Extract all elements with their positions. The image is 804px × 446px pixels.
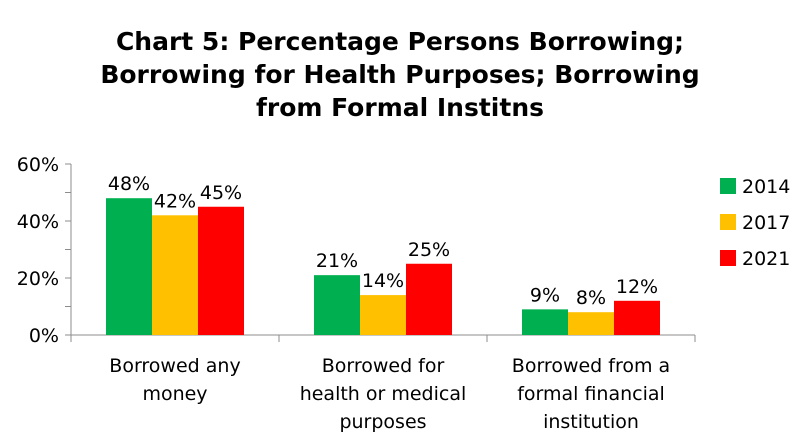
data-label-2021-0: 45% — [200, 182, 242, 204]
bar-2014-1 — [314, 275, 360, 335]
data-label-2021-1: 25% — [408, 239, 450, 261]
legend-swatch-2021 — [720, 250, 736, 266]
category-label: institution — [543, 411, 639, 433]
x-axis: Borrowed any money Borrowed for health or m… — [109, 355, 670, 433]
chart-title-line-3: from Formal Institns — [256, 93, 544, 122]
bar-2017-1 — [360, 295, 406, 335]
data-label-2014-2: 9% — [530, 284, 560, 306]
bar-2017-0 — [152, 215, 198, 335]
data-label-2017-0: 42% — [154, 190, 196, 212]
chart-title-line-2: Borrowing for Health Purposes; Borrowing — [100, 60, 699, 89]
category-label: Borrowed any — [109, 355, 240, 377]
bar-2017-2 — [568, 312, 614, 335]
category-label: money — [142, 383, 207, 405]
y-tick-label: 60% — [17, 154, 59, 176]
bar-2014-2 — [522, 309, 568, 335]
bar-2021-1 — [406, 263, 452, 335]
category-label: Borrowed for — [322, 355, 445, 377]
y-tick-label: 40% — [17, 211, 59, 233]
data-label-2021-2: 12% — [616, 276, 658, 298]
data-label-2017-1: 14% — [362, 270, 404, 292]
data-label-2014-1: 21% — [316, 250, 358, 272]
legend-label-2017: 2017 — [742, 212, 790, 234]
legend: 2014 2017 2021 — [720, 176, 790, 270]
chart-title-line-1: Chart 5: Percentage Persons Borrowing; — [116, 27, 684, 56]
category-label: formal financial — [517, 383, 665, 405]
bar-2014-0 — [106, 198, 152, 335]
y-tick-label: 0% — [29, 325, 59, 347]
y-tick-label: 20% — [17, 268, 59, 290]
bar-2021-0 — [198, 206, 244, 335]
legend-label-2014: 2014 — [742, 176, 790, 198]
chart-title: Chart 5: Percentage Persons Borrowing; B… — [100, 27, 699, 122]
legend-swatch-2017 — [720, 214, 736, 230]
legend-swatch-2014 — [720, 178, 736, 194]
plot-area: 48%42% 45% 21%14%25% 9% 8% 12% — [106, 173, 660, 335]
category-label: purposes — [339, 411, 426, 433]
data-label-2014-0: 48% — [108, 173, 150, 195]
data-label-2017-2: 8% — [576, 287, 606, 309]
legend-label-2021: 2021 — [742, 248, 790, 270]
category-label: Borrowed from a — [512, 355, 670, 377]
bar-2021-2 — [614, 300, 660, 335]
category-label: health or medical — [300, 383, 467, 405]
